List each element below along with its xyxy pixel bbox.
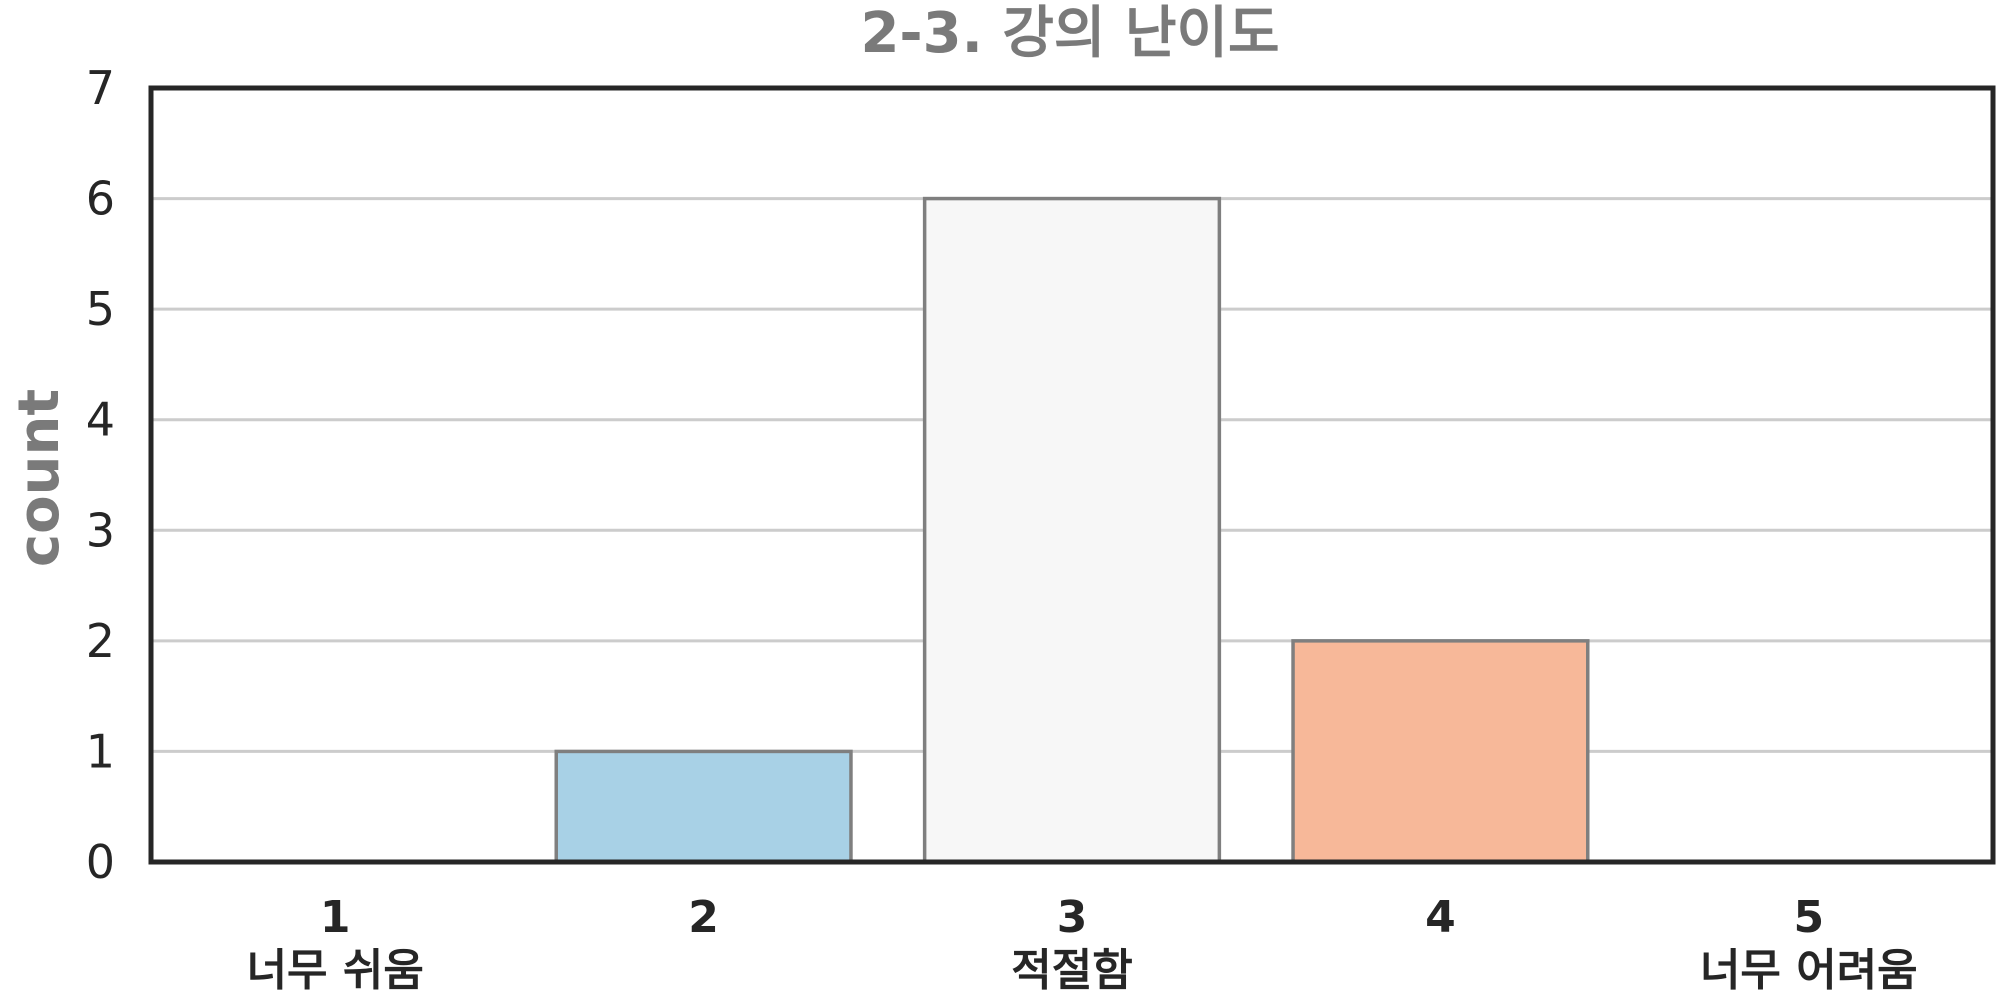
bar-2: [554, 749, 853, 864]
x-tick-number: 4: [1425, 892, 1456, 943]
chart-title: 2-3. 강의 난이도: [860, 1, 1279, 66]
x-tick-number: 1: [320, 892, 351, 943]
plot-frame: [148, 85, 1996, 865]
x-tick-label: 너무 어려움: [1700, 945, 1918, 996]
x-tick-number: 3: [1057, 892, 1088, 943]
x-tick-number: 5: [1793, 892, 1824, 943]
x-tick-number: 2: [688, 892, 719, 943]
x-tick-label: 적절함: [1011, 945, 1132, 996]
y-axis-ticks: 0 1 2 3 4 5 6 7: [86, 61, 115, 889]
y-tick-label: 6: [86, 172, 115, 226]
x-tick-label: 너무 쉬움: [247, 945, 424, 996]
y-tick-label: 2: [86, 614, 115, 668]
y-tick-label: 3: [86, 503, 115, 557]
y-tick-label: 0: [86, 835, 115, 889]
y-tick-label: 4: [86, 393, 115, 447]
bar-3: [922, 196, 1222, 864]
y-tick-label: 1: [86, 724, 115, 778]
y-axis-label: count: [7, 389, 72, 567]
y-tick-label: 7: [86, 61, 115, 115]
bar-4: [1291, 639, 1590, 864]
bars: [554, 196, 1590, 864]
y-tick-label: 5: [86, 282, 115, 336]
